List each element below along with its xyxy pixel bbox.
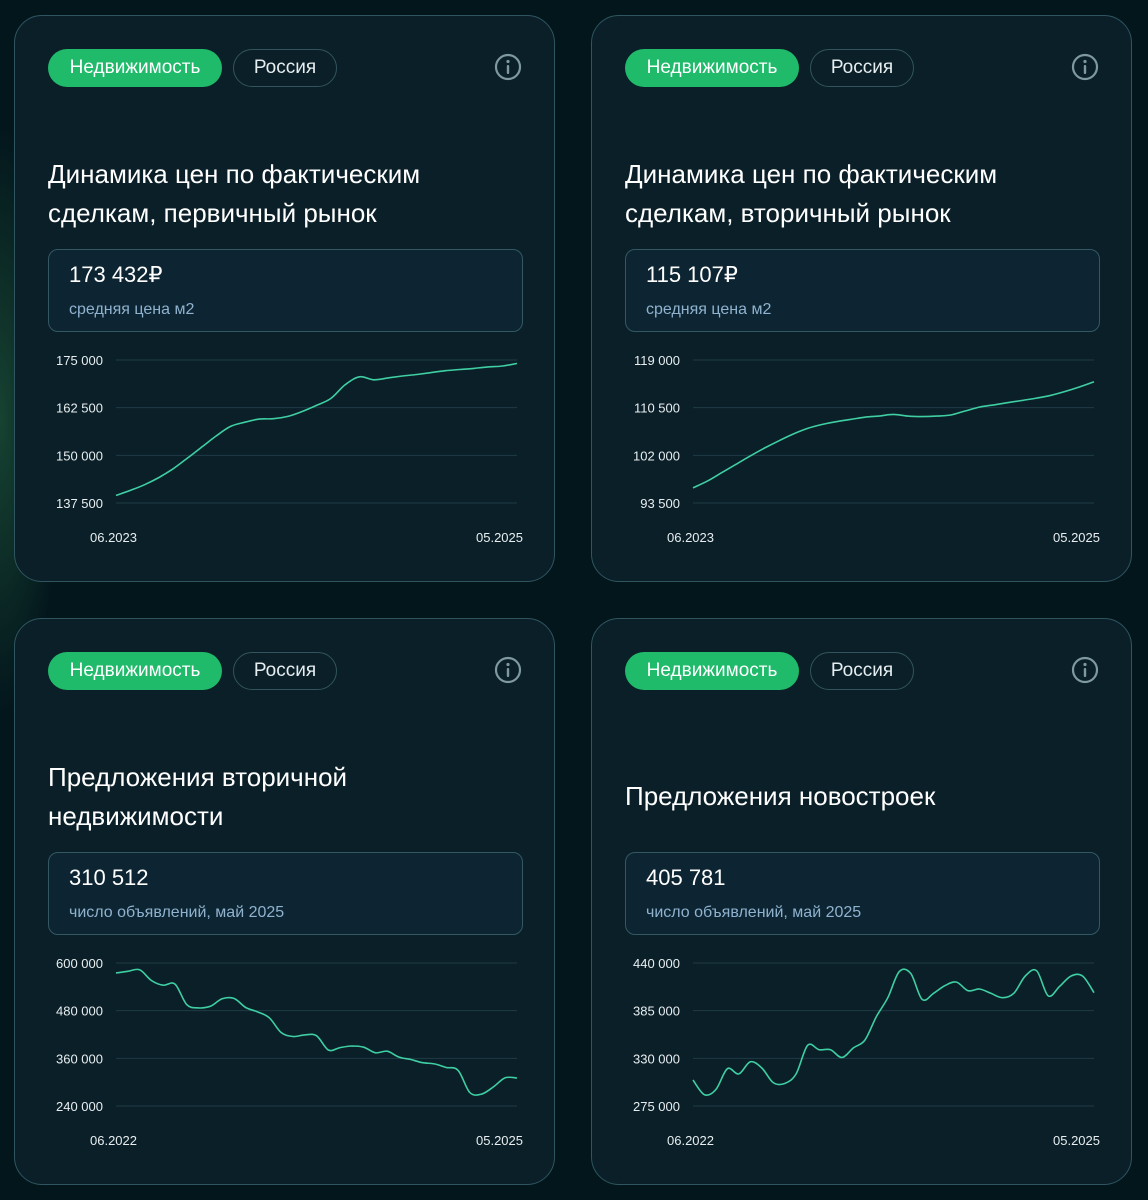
value-label: число объявлений, май 2025 [69,904,285,921]
tag-region[interactable]: Россия [233,49,337,87]
info-icon[interactable] [494,656,522,684]
y-tick-label: 137 500 [56,496,103,511]
tag-category[interactable]: Недвижимость [48,49,222,87]
series-line [692,968,1095,1096]
y-tick-label: 93 500 [640,496,680,511]
line-chart: 600 000 480 000 360 000 240 000 06.2022 05.20… [56,956,523,1148]
y-tick-label: 119 000 [634,353,680,368]
y-tick-label: 240 000 [56,1099,103,1114]
value: 115 107₽ [646,262,738,287]
tag-region[interactable]: Россия [810,652,914,690]
x-tick-label: 06.2023 [667,530,714,545]
x-tick-label: 05.2025 [1053,1133,1100,1148]
card-new-building-listings: Недвижимость Россия Предложения новостро… [591,618,1132,1185]
x-tick-label: 06.2022 [667,1133,714,1148]
card-secondary-market-prices: Недвижимость Россия Динамика цен по факт… [591,15,1132,582]
value-box: 310 512 число объявлений, май 2025 [48,852,523,935]
info-icon[interactable] [494,53,522,81]
value-box: 115 107₽ средняя цена м2 [625,249,1100,332]
tag-category[interactable]: Недвижимость [625,49,799,87]
card-primary-market-prices: Недвижимость Россия Динамика цен по факт… [14,15,555,582]
line-chart: 119 000 110 500 102 000 93 500 06.2023 05.202… [633,353,1100,545]
y-tick-label: 162 500 [56,401,103,416]
x-tick-label: 05.2025 [476,530,523,545]
series-line [115,968,518,1096]
y-tick-label: 480 000 [56,1004,103,1019]
card-title: Предложения вторичной недвижимости [48,762,348,831]
y-tick-label: 110 500 [634,401,680,416]
info-icon[interactable] [1071,656,1099,684]
value: 310 512 [69,865,149,890]
value-label: средняя цена м2 [69,301,195,318]
card-title: Динамика цен по фактическим сделкам, пер… [48,159,421,228]
y-tick-label: 600 000 [56,956,103,971]
value-box: 405 781 число объявлений, май 2025 [625,852,1100,935]
tag-category[interactable]: Недвижимость [625,652,799,690]
y-tick-label: 385 000 [633,1004,680,1019]
x-tick-label: 06.2022 [90,1133,137,1148]
value-label: средняя цена м2 [646,301,772,318]
x-tick-label: 05.2025 [476,1133,523,1148]
x-tick-label: 05.2025 [1053,530,1100,545]
tag-category[interactable]: Недвижимость [48,652,222,690]
card-title: Предложения новостроек [625,781,936,811]
info-icon[interactable] [1071,53,1099,81]
line-chart: 440 000 385 000 330 000 275 000 06.2022 05.20… [633,956,1100,1148]
tag-region[interactable]: Россия [810,49,914,87]
value-label: число объявлений, май 2025 [646,904,862,921]
line-chart: 175 000 162 500 150 000 137 500 06.2023 05.20… [56,353,523,545]
card-title: Динамика цен по фактическим сделкам, вто… [625,159,998,228]
y-tick-label: 440 000 [633,956,680,971]
value-box: 173 432₽ средняя цена м2 [48,249,523,332]
y-tick-label: 150 000 [56,448,103,463]
y-tick-label: 175 000 [56,353,103,368]
series-line [692,381,1095,489]
x-tick-label: 06.2023 [90,530,137,545]
y-tick-label: 360 000 [56,1051,103,1066]
value: 173 432₽ [69,262,163,287]
card-secondary-listings: Недвижимость Россия Предложения вторично… [14,618,555,1185]
y-tick-label: 330 000 [633,1051,680,1066]
series-line [115,362,518,497]
tag-region[interactable]: Россия [233,652,337,690]
y-tick-label: 275 000 [633,1099,680,1114]
value: 405 781 [646,865,726,890]
y-tick-label: 102 000 [633,448,680,463]
